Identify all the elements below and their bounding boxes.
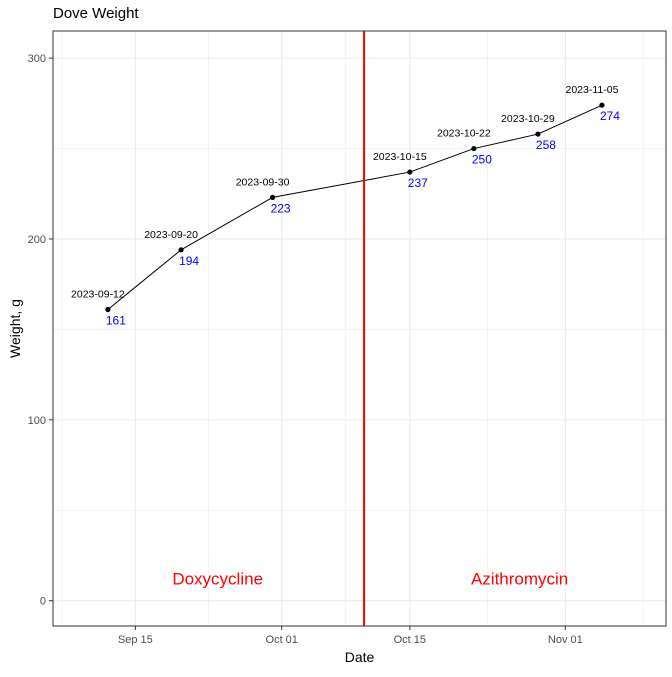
date-label: 2023-09-20: [144, 229, 198, 241]
data-point: [471, 145, 477, 152]
data-point: [535, 131, 541, 137]
value-label: 223: [271, 201, 291, 215]
data-point: [105, 306, 111, 313]
chart-title: Dove Weight: [53, 5, 139, 22]
x-tick-label: Sep 15: [118, 634, 153, 646]
data-point: [178, 247, 184, 253]
y-axis-title: Weight, g: [7, 299, 23, 358]
treatment-annotation: Azithromycin: [471, 569, 568, 588]
weight-line: [107, 104, 603, 310]
date-label: 2023-09-12: [71, 289, 125, 301]
treatment-annotation: Doxycycline: [172, 569, 263, 588]
y-tick-label: 0: [40, 596, 46, 608]
value-label: 250: [472, 153, 492, 167]
y-tick-label: 100: [28, 415, 46, 427]
data-point: [599, 102, 605, 108]
date-label: 2023-11-05: [565, 84, 618, 96]
value-label: 274: [600, 109, 620, 123]
value-label: 258: [536, 138, 556, 152]
date-label: 2023-10-29: [501, 113, 555, 125]
x-tick-label: Oct 01: [266, 634, 298, 646]
x-axis-title: Date: [345, 649, 375, 665]
date-label: 2023-10-22: [437, 128, 491, 140]
date-label: 2023-09-30: [236, 176, 290, 188]
value-label: 194: [179, 254, 199, 268]
panel-border: [52, 30, 667, 627]
y-tick-label: 300: [28, 53, 46, 65]
x-tick-label: Nov 01: [548, 634, 583, 646]
data-point: [407, 169, 413, 175]
y-tick-label: 200: [28, 234, 46, 246]
x-tick-label: Oct 15: [394, 634, 426, 646]
value-label: 161: [106, 314, 126, 328]
date-label: 2023-10-15: [373, 151, 427, 163]
data-point: [269, 194, 276, 200]
value-label: 237: [408, 176, 428, 190]
